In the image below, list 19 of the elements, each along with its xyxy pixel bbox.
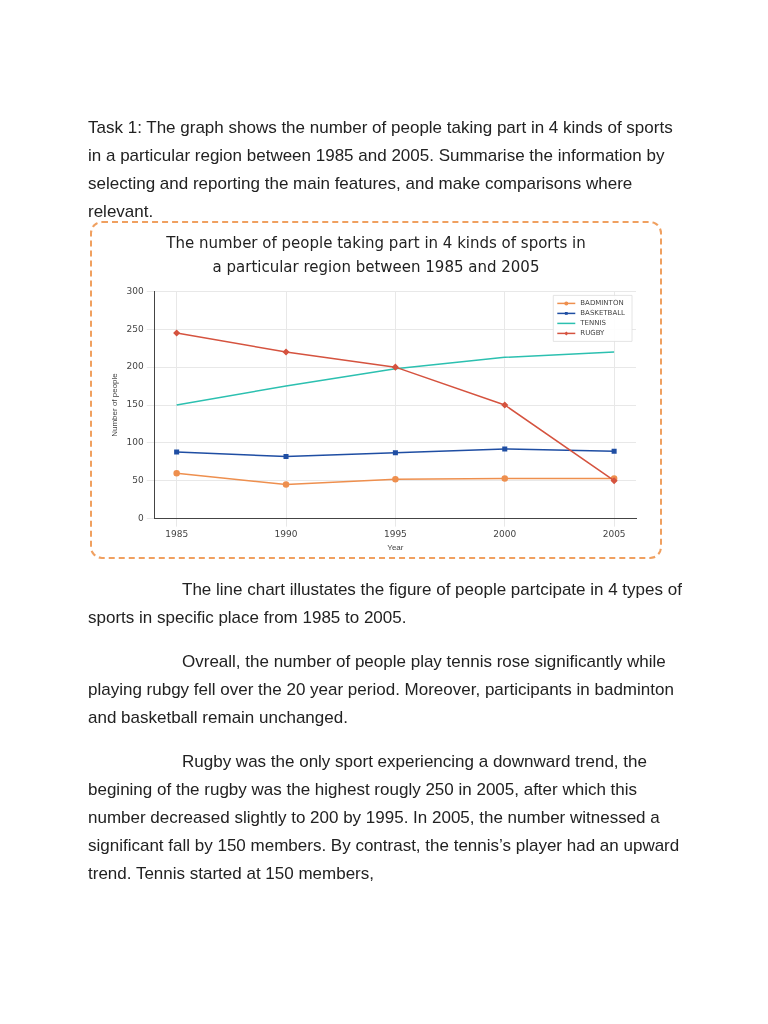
y-tick-label: 200 bbox=[126, 361, 145, 372]
y-tick-label: 50 bbox=[132, 475, 145, 486]
text: Rugby was the only sport experiencing a downward trend, the begining of the rugby was the highest rougly 250 in 2005, after which this number decreased slightly to 200 by 1995. In 2005, the number witnessed a significant fall by 150 members. By contrast, the tennis’s player had an upward trend. Tennis started at 150 members, bbox=[88, 751, 681, 885]
x-tick-label: 2005 bbox=[602, 529, 626, 540]
y-tick-label: 100 bbox=[126, 437, 145, 448]
text: Ovreall, the number of people play tennis rose significantly while playing rubgy fell over the 20 year period. Moreover, participants in badminton and basketball remain unchanged. bbox=[88, 651, 675, 729]
text: The line chart illustates the figure of people partcipate in 4 types of sports in specific place from 1985 to 2005. bbox=[88, 579, 683, 629]
y-tick-label: 250 bbox=[126, 323, 145, 334]
y-axis-title: Number of people bbox=[110, 372, 119, 437]
x-tick-label: 1990 bbox=[274, 529, 298, 540]
text: Task 1: The graph shows the number of people taking part in 4 kinds of sports in a particular region between 1985 and 2005. Summarise the information by selecting and reporting the main features, and make comparisons where relevant. bbox=[88, 117, 674, 223]
x-tick-label: 1995 bbox=[383, 529, 407, 540]
y-tick-label: 300 bbox=[126, 285, 145, 296]
x-axis-title: Year bbox=[387, 543, 404, 553]
y-tick-label: 0 bbox=[138, 512, 145, 523]
y-tick-label: 150 bbox=[126, 399, 145, 410]
x-tick-label: 1985 bbox=[165, 529, 189, 540]
chart-title: The number of people taking part in 4 kinds of sports in a particular region between 1985 and 2005 bbox=[165, 233, 587, 278]
x-tick-label: 2000 bbox=[493, 529, 517, 540]
